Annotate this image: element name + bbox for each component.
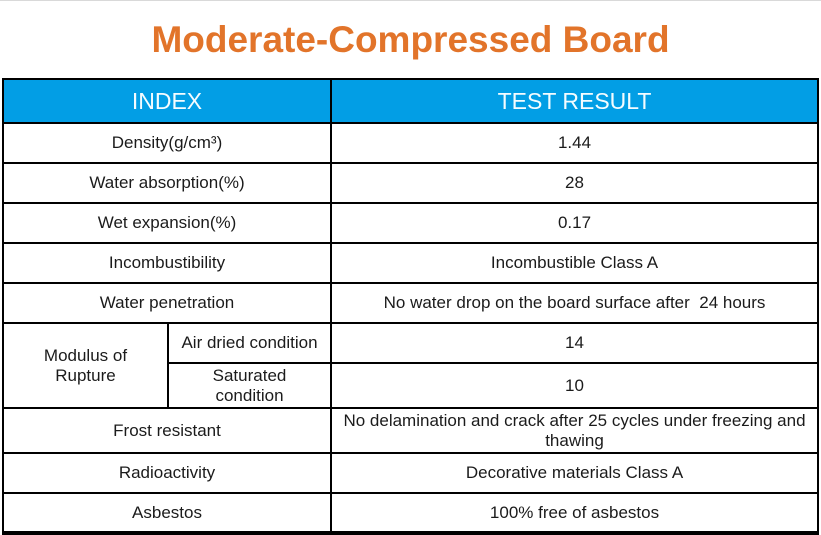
result-cell: No delamination and crack after 25 cycle… (330, 407, 820, 455)
table-row: Water penetration No water drop on the b… (1, 282, 820, 324)
table-row: Wet expansion(%) 0.17 (1, 202, 820, 244)
result-cell: Incombustible Class A (330, 242, 820, 284)
index-cell: Incombustibility (1, 242, 333, 284)
result-cell: 1.44 (330, 122, 820, 164)
result-cell: 0.17 (330, 202, 820, 244)
result-cell: No water drop on the board surface after… (330, 282, 820, 324)
index-cell: Radioactivity (1, 452, 333, 495)
result-cell: Decorative materials Class A (330, 452, 820, 495)
table-row: Incombustibility Incombustible Class A (1, 242, 820, 284)
table-row: Saturated condition 10 (3, 361, 820, 410)
index-cell: Water penetration (1, 282, 333, 324)
index-cell: Density(g/cm³) (1, 122, 333, 164)
table-row: Density(g/cm³) 1.44 (1, 122, 820, 164)
table-row: Frost resistant No delamination and crac… (1, 407, 820, 455)
table-row: Water absorption(%) 28 (1, 162, 820, 204)
result-cell: 10 (330, 361, 820, 410)
table-header-row: INDEX TEST RESULT (1, 78, 820, 124)
result-cell: 28 (330, 162, 820, 204)
table-row: Asbestos 100% free of asbestos (1, 492, 820, 535)
index-cell: Water absorption(%) (1, 162, 333, 204)
spec-table: INDEX TEST RESULT Density(g/cm³) 1.44 Wa… (1, 78, 820, 535)
sub-index-cell: Air dried condition (166, 322, 333, 364)
title-band: Moderate-Compressed Board (0, 1, 821, 78)
result-cell: 100% free of asbestos (330, 492, 820, 535)
index-cell: Asbestos (1, 492, 333, 535)
page-title: Moderate-Compressed Board (151, 18, 670, 60)
table-row: Modulus of Rupture Air dried condition 1… (2, 321, 820, 410)
sub-index-cell: Saturated condition (166, 361, 333, 410)
column-header-test-result: TEST RESULT (330, 78, 820, 124)
result-cell: 14 (330, 322, 820, 364)
column-header-index: INDEX (1, 78, 333, 124)
index-cell: Frost resistant (1, 407, 333, 455)
index-cell: Wet expansion(%) (1, 202, 333, 244)
group-index-cell: Modulus of Rupture (2, 321, 169, 410)
table-row: Radioactivity Decorative materials Class… (1, 452, 820, 495)
